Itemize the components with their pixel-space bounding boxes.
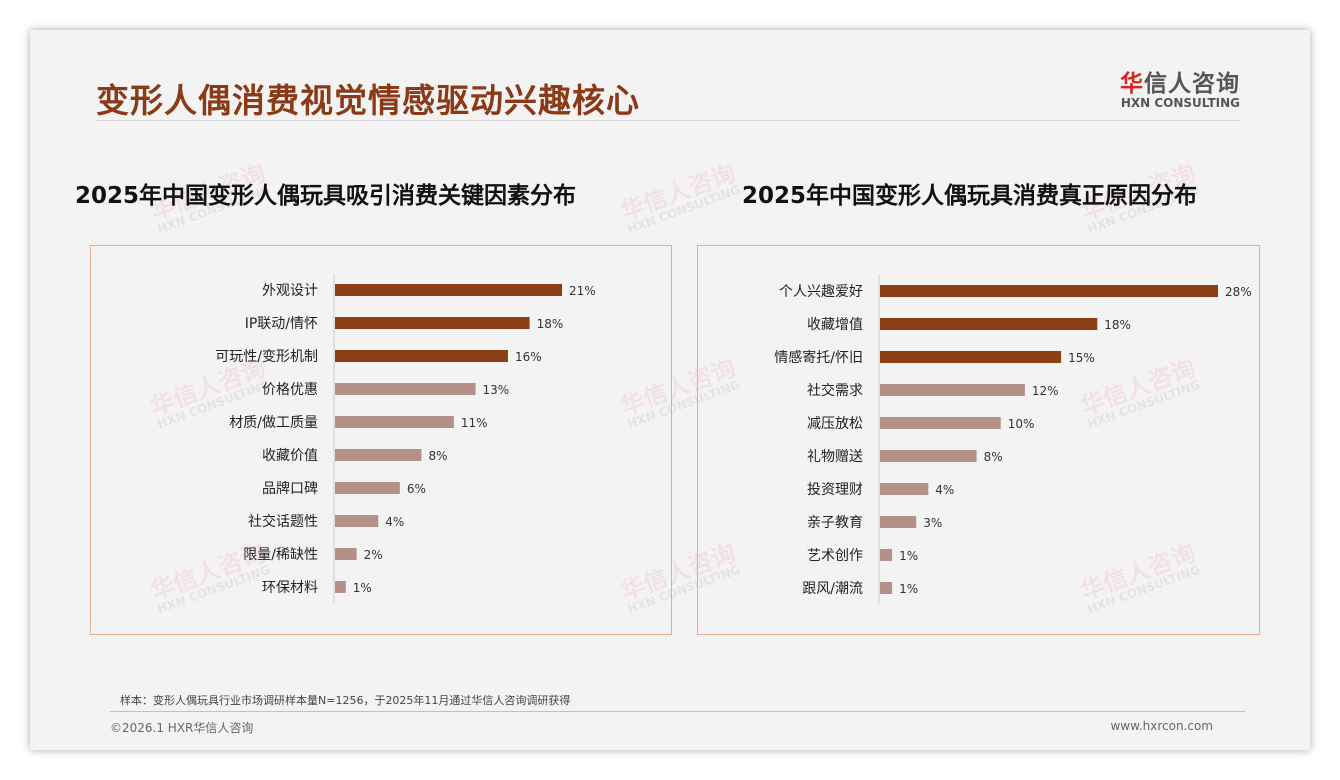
data-label: 11% xyxy=(461,416,488,430)
category-label: 减压放松 xyxy=(807,416,863,432)
bar xyxy=(335,317,530,329)
chart-panel-left: 外观设计 21% IP联动/情怀 18% 可玩性/变形机制 16% 价格优惠 13% 材质/做工… xyxy=(90,245,672,635)
data-label: 15% xyxy=(1068,351,1095,365)
data-label: 1% xyxy=(899,582,918,596)
logo-text: 信人咨询 xyxy=(1144,71,1240,97)
watermark: 华信人咨询 HXN CONSULTING xyxy=(616,158,743,237)
category-label: 可玩性/变形机制 xyxy=(215,349,318,365)
bar xyxy=(335,581,346,593)
bar xyxy=(880,549,893,561)
data-label: 4% xyxy=(385,515,404,529)
bar xyxy=(335,416,454,428)
bar xyxy=(880,318,1098,330)
category-label: 限量/稀缺性 xyxy=(243,547,318,563)
data-label: 1% xyxy=(899,549,918,563)
page-title: 变形人偶消费视觉情感驱动兴趣核心 xyxy=(96,81,640,120)
header-divider xyxy=(96,120,1240,121)
bar xyxy=(335,383,476,395)
data-label: 8% xyxy=(428,449,447,463)
data-label: 3% xyxy=(923,516,942,530)
bar xyxy=(880,483,929,495)
category-label: 投资理财 xyxy=(807,482,863,498)
category-label: IP联动/情怀 xyxy=(245,316,318,332)
data-label: 12% xyxy=(1032,384,1059,398)
bar xyxy=(880,285,1218,297)
category-label: 材质/做工质量 xyxy=(229,415,318,431)
bar xyxy=(335,548,357,560)
chart-panel-right: 个人兴趣爱好 28% 收藏增值 18% 情感寄托/怀旧 15% 社交需求 12% 减压放松 10%… xyxy=(697,245,1260,635)
bar xyxy=(880,417,1001,429)
data-label: 13% xyxy=(483,383,510,397)
data-label: 4% xyxy=(935,483,954,497)
category-label: 社交需求 xyxy=(807,382,863,399)
bar xyxy=(335,515,379,527)
data-label: 18% xyxy=(1104,318,1131,332)
category-label: 品牌口碑 xyxy=(262,480,318,497)
bar xyxy=(880,516,917,528)
category-label: 情感寄托/怀旧 xyxy=(774,349,863,366)
slide: 变形人偶消费视觉情感驱动兴趣核心 华信人咨询 HXN CONSULTING 华信… xyxy=(30,30,1310,750)
bar xyxy=(335,449,422,461)
data-label: 1% xyxy=(353,581,372,595)
logo-mark: 华 xyxy=(1120,71,1144,97)
category-label: 亲子教育 xyxy=(807,515,863,531)
chart-title-left: 2025年中国变形人偶玩具吸引消费关键因素分布 xyxy=(75,183,577,209)
data-label: 10% xyxy=(1008,417,1035,431)
data-label: 18% xyxy=(537,317,564,331)
category-label: 价格优惠 xyxy=(262,382,318,398)
category-label: 社交话题性 xyxy=(248,513,318,530)
bar xyxy=(880,450,977,462)
bar-chart-right: 个人兴趣爱好 28% 收藏增值 18% 情感寄托/怀旧 15% 社交需求 12% 减压放松 10%… xyxy=(774,275,1252,604)
bar xyxy=(335,482,400,494)
category-label: 外观设计 xyxy=(262,283,318,299)
data-label: 8% xyxy=(984,450,1003,464)
data-label: 2% xyxy=(364,548,383,562)
website-link[interactable]: www.hxrcon.com xyxy=(1110,719,1213,733)
category-label: 礼物赠送 xyxy=(807,449,863,465)
category-label: 个人兴趣爱好 xyxy=(779,284,863,300)
bar xyxy=(335,350,508,362)
bar xyxy=(880,582,893,594)
logo-en: HXN CONSULTING xyxy=(1120,96,1240,110)
bar xyxy=(335,284,562,296)
footer-divider xyxy=(110,711,1245,712)
data-label: 6% xyxy=(407,482,426,496)
category-label: 环保材料 xyxy=(262,580,318,596)
bar xyxy=(880,351,1062,363)
copyright: ©2026.1 HXR华信人咨询 xyxy=(110,721,254,735)
chart-title-right: 2025年中国变形人偶玩具消费真正原因分布 xyxy=(742,183,1198,209)
category-label: 收藏增值 xyxy=(807,317,863,333)
data-label: 16% xyxy=(515,350,542,364)
bar xyxy=(880,384,1025,396)
data-label: 28% xyxy=(1225,285,1252,299)
category-label: 艺术创作 xyxy=(807,548,863,564)
category-label: 跟风/潮流 xyxy=(802,581,863,597)
logo: 华信人咨询 HXN CONSULTING xyxy=(1110,64,1240,110)
category-label: 收藏价值 xyxy=(262,448,318,464)
sample-note: 样本：变形人偶玩具行业市场调研样本量N=1256，于2025年11月通过华信人咨… xyxy=(120,694,571,707)
bar-chart-left: 外观设计 21% IP联动/情怀 18% 可玩性/变形机制 16% 价格优惠 13% 材质/做工… xyxy=(215,274,596,603)
data-label: 21% xyxy=(569,284,596,298)
